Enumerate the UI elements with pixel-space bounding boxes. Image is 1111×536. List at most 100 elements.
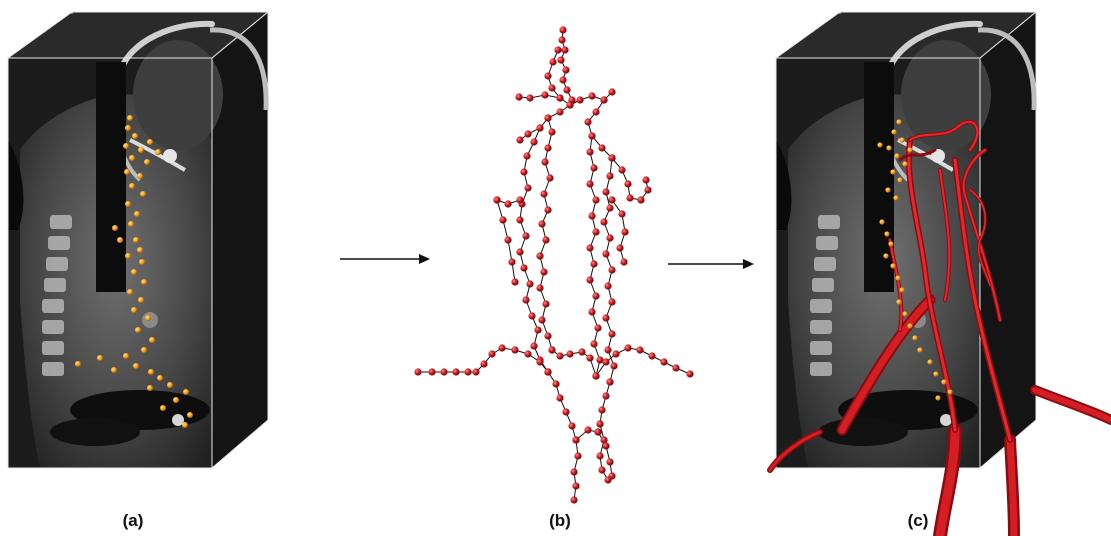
- graph-node: [540, 268, 548, 276]
- graph-node: [554, 46, 562, 54]
- graph-node: [637, 196, 645, 204]
- graph-node: [598, 466, 606, 474]
- graph-node: [602, 442, 610, 450]
- graph-node: [472, 368, 480, 376]
- seed-point: [141, 347, 147, 353]
- graph-nodes: [414, 26, 694, 504]
- graph-node: [516, 248, 524, 256]
- graph-node: [493, 196, 501, 204]
- graph-node: [608, 154, 616, 162]
- seed-point: [155, 149, 161, 155]
- graph-node: [602, 392, 610, 400]
- seed-point: [129, 183, 135, 189]
- graph-node: [588, 308, 596, 316]
- seed-point: [879, 219, 885, 225]
- graph-node: [648, 352, 656, 360]
- graph-node: [515, 93, 523, 101]
- graph-node: [504, 200, 512, 208]
- seed-point: [123, 143, 129, 149]
- seed-point: [157, 375, 163, 381]
- seed-point: [907, 323, 913, 329]
- graph-node: [522, 296, 530, 304]
- seed-point: [134, 211, 140, 217]
- graph-node: [440, 368, 448, 376]
- seed-point: [160, 405, 166, 411]
- graph-node: [534, 326, 542, 334]
- seed-point: [899, 287, 905, 293]
- seed-point: [890, 263, 896, 269]
- seed-point: [917, 347, 923, 353]
- seed-point: [125, 201, 131, 207]
- seed-point: [947, 389, 953, 395]
- seed-point: [896, 119, 902, 125]
- graph-node: [636, 346, 644, 354]
- seed-point: [131, 307, 137, 313]
- graph-node: [544, 144, 552, 152]
- seed-point: [167, 382, 173, 388]
- graph-node: [644, 186, 652, 194]
- graph-node: [576, 96, 584, 104]
- seed-point: [187, 412, 193, 418]
- graph-node: [524, 350, 532, 358]
- panel-label-b: (b): [549, 511, 571, 530]
- graph-node: [558, 36, 566, 44]
- graph-node: [536, 284, 544, 292]
- graph-node: [552, 380, 560, 388]
- graph-node: [516, 216, 524, 224]
- seed-point: [138, 297, 144, 303]
- graph-node: [556, 394, 564, 402]
- graph-edge: [589, 135, 601, 377]
- graph-node: [511, 278, 519, 286]
- graph-node: [590, 164, 598, 172]
- seed-point: [144, 159, 150, 165]
- seed-point: [112, 225, 118, 231]
- graph-node: [544, 114, 552, 122]
- seed-point: [912, 335, 918, 341]
- graph-node: [592, 372, 600, 380]
- graph-node: [616, 244, 624, 252]
- seed-point: [897, 177, 903, 183]
- graph-node: [598, 144, 606, 152]
- graph-node: [586, 180, 594, 188]
- seed-point: [147, 385, 153, 391]
- graph-node: [526, 280, 534, 288]
- graph-node: [606, 172, 614, 180]
- seed-points-c: [877, 119, 953, 401]
- graph-node: [559, 26, 567, 34]
- graph-node: [522, 232, 530, 240]
- graph-node: [570, 468, 578, 476]
- graph-node: [536, 358, 544, 366]
- graph-node: [592, 108, 600, 116]
- seed-point: [141, 279, 147, 285]
- seed-point: [129, 155, 135, 161]
- graph-node: [530, 342, 538, 350]
- graph-node: [504, 236, 512, 244]
- graph-node: [556, 94, 564, 102]
- seed-point: [883, 253, 889, 259]
- graph-node: [562, 408, 570, 416]
- seed-point: [125, 125, 131, 131]
- panel-c: [767, 12, 1111, 536]
- graph-node: [626, 194, 634, 202]
- seed-point: [890, 169, 896, 175]
- graph-node: [549, 58, 557, 66]
- graph-node: [570, 496, 578, 504]
- graph-edge: [518, 94, 561, 99]
- graph-node: [608, 196, 616, 204]
- graph-node: [563, 86, 571, 94]
- graph-node: [526, 94, 534, 102]
- seed-point: [884, 231, 890, 237]
- graph-edge: [539, 117, 553, 351]
- graph-node: [608, 88, 616, 96]
- seed-point: [131, 269, 137, 275]
- seed-point: [140, 191, 146, 197]
- seed-point: [891, 129, 897, 135]
- seed-point: [133, 237, 139, 243]
- panel-a: [8, 12, 268, 468]
- graph-node: [586, 276, 594, 284]
- graph-node: [592, 228, 600, 236]
- graph-node: [608, 298, 616, 306]
- seed-point: [182, 422, 188, 428]
- graph-node: [686, 370, 694, 378]
